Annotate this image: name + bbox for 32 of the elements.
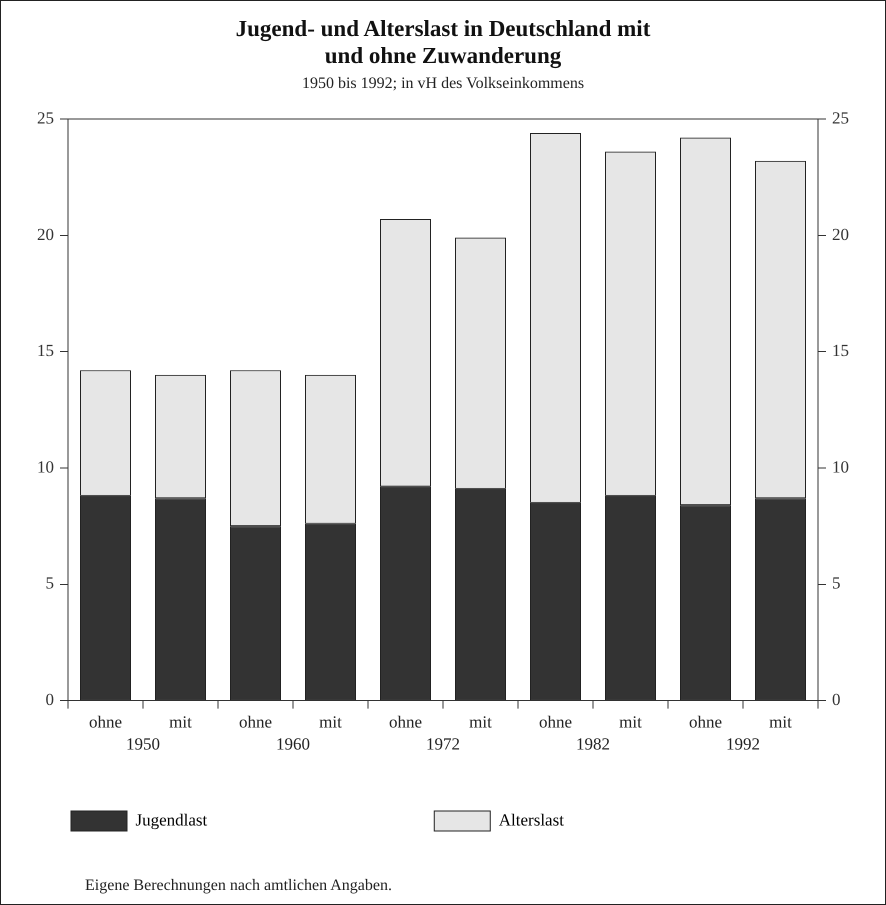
chart-subtitle: 1950 bis 1992; in vH des Volkseinkommens [300, 75, 586, 93]
y2-tick-label: 5 [832, 574, 840, 593]
x-tick-label: mit [169, 712, 192, 732]
y-tick-label: 5 [46, 574, 54, 593]
legend-label: Alterslast [498, 810, 751, 830]
y-tick-label: 15 [37, 341, 54, 360]
y2-tick-label: 0 [832, 690, 840, 710]
legend-label: Jugendlast [136, 810, 394, 830]
x-tick-label: mit [619, 712, 642, 732]
x-tick-label: mit [469, 712, 492, 732]
y2-tick-label: 15 [832, 341, 849, 360]
x-tick-label: ohne [238, 712, 272, 732]
y2-tick-label: 25 [832, 108, 849, 128]
x-tick-label: ohne [538, 712, 572, 732]
x-tick-label: mit [319, 712, 342, 732]
text: 1982 [576, 734, 610, 754]
x-tick-label: ohne [688, 712, 722, 732]
y-tick-label: 0 [46, 690, 54, 710]
y-tick-label: 10 [37, 457, 54, 476]
y-tick-label: 25 [37, 108, 54, 128]
text: 1960 [276, 734, 310, 754]
text: 1950 [126, 734, 160, 754]
x-tick-label: ohne [88, 712, 122, 732]
y2-tick-label: 10 [832, 457, 849, 476]
text: 1972 [426, 734, 460, 754]
chart-title: Jugend- und Alterslast in Deutschland mit und ohne Zuwanderung [234, 15, 652, 69]
y-tick-label: 20 [37, 224, 54, 244]
text: 1992 [726, 734, 760, 754]
y2-tick-label: 20 [832, 224, 849, 244]
text: Eigene Berechnungen nach amtlichen Angaben. [85, 877, 392, 895]
x-tick-label: ohne [388, 712, 422, 732]
x-tick-label: mit [769, 712, 792, 732]
